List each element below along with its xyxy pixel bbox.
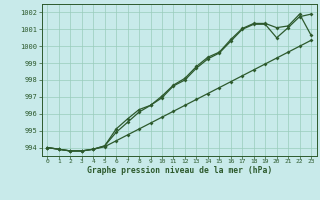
X-axis label: Graphe pression niveau de la mer (hPa): Graphe pression niveau de la mer (hPa)	[87, 166, 272, 175]
